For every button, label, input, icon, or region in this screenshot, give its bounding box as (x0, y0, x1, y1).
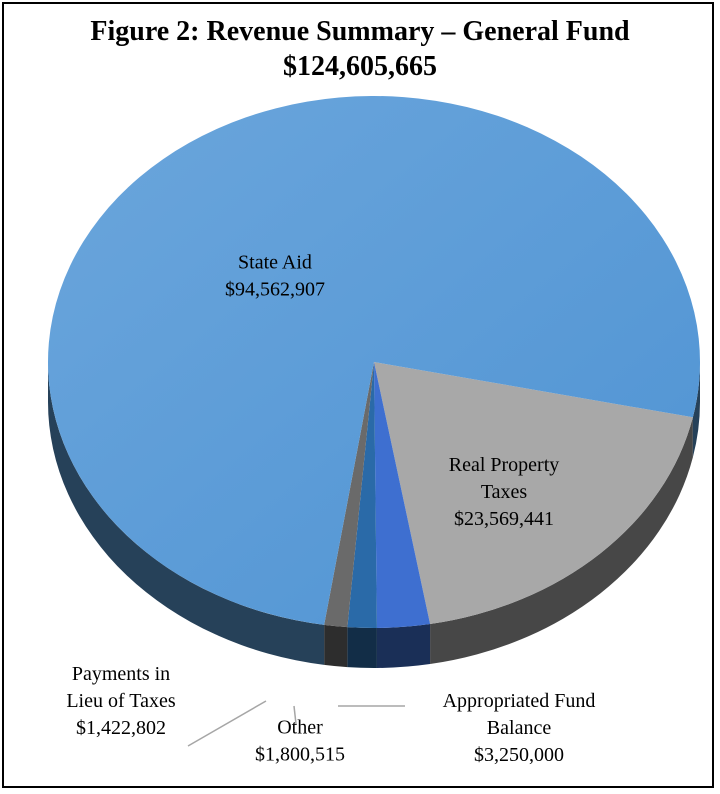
pie-slice-state-aid (47, 95, 701, 625)
pie-slice-real-property-taxes (374, 362, 693, 625)
chart-title: Figure 2: Revenue Summary – General Fund (90, 16, 630, 47)
pie-slice-payments-in-lieu-of-taxes (324, 362, 374, 628)
pie-side-real-property-taxes (430, 417, 693, 665)
chart-subtitle: $124,605,665 (283, 51, 437, 82)
pie-side-other (347, 627, 377, 668)
leader-line-payments-in-lieu-of-taxes (187, 700, 267, 747)
data-label-payments-in-lieu-of-taxes: Payments in Lieu of Taxes $1,422,802 (66, 663, 176, 739)
pie-side-appropriated-fund-balance (376, 624, 431, 668)
pie-side-state-aid-wrap (692, 362, 700, 458)
data-label-real-property-taxes: Real Property Taxes $23,569,441 (449, 454, 560, 530)
data-label-other: Other $1,800,515 (255, 717, 345, 766)
pie-slice-other (347, 362, 377, 629)
leader-line-other (293, 705, 297, 725)
data-label-appropriated-fund-balance: Appropriated Fund Balance $3,250,000 (443, 690, 596, 766)
data-label-state-aid: State Aid $94,562,907 (225, 252, 325, 301)
pie-side-state-aid (48, 362, 325, 665)
chart-title-block: Figure 2: Revenue Summary – General Fund… (0, 14, 720, 84)
pie-side-payments-in-lieu-of-taxes (324, 624, 348, 668)
pie-slice-appropriated-fund-balance (374, 362, 431, 628)
